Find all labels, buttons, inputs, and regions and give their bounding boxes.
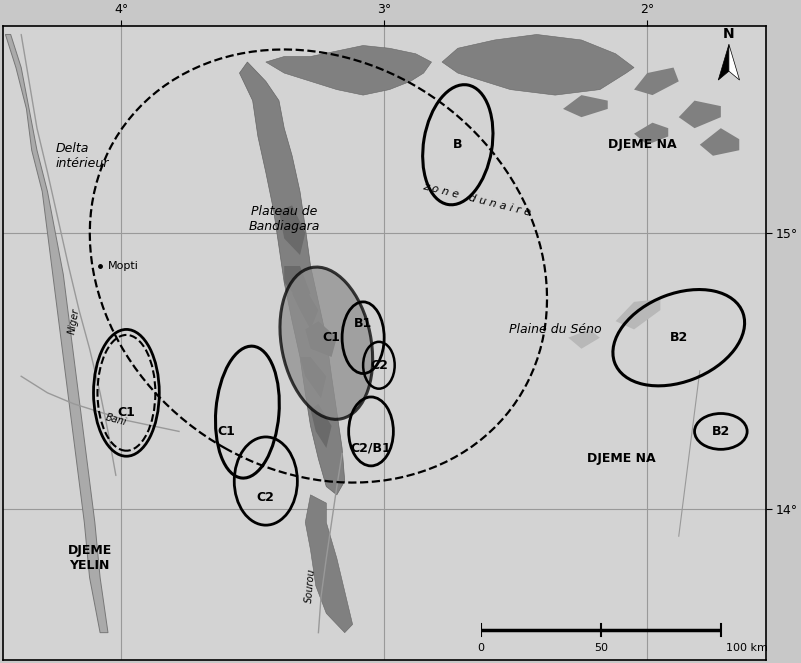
Polygon shape (6, 34, 108, 633)
Polygon shape (284, 266, 311, 302)
Text: 0: 0 (477, 643, 484, 654)
Text: C2: C2 (370, 359, 388, 372)
Text: C2: C2 (257, 491, 275, 504)
Polygon shape (311, 404, 332, 448)
Polygon shape (300, 357, 326, 398)
Polygon shape (305, 321, 337, 357)
Text: B2: B2 (712, 425, 730, 438)
Text: Mopti: Mopti (108, 261, 139, 271)
Text: Sourou: Sourou (304, 568, 317, 603)
Polygon shape (563, 95, 608, 117)
Ellipse shape (280, 267, 372, 419)
Polygon shape (729, 44, 739, 80)
Polygon shape (279, 206, 305, 255)
Polygon shape (678, 101, 721, 128)
Text: Plateau de
Bandiagara: Plateau de Bandiagara (248, 205, 320, 233)
Text: 50: 50 (594, 643, 608, 654)
Polygon shape (568, 330, 600, 349)
Polygon shape (239, 62, 344, 495)
Text: C1: C1 (118, 406, 135, 418)
Text: DJEME NA: DJEME NA (608, 138, 676, 151)
Polygon shape (634, 123, 668, 145)
Polygon shape (634, 68, 678, 95)
Polygon shape (305, 495, 352, 633)
Polygon shape (442, 34, 634, 95)
Text: B: B (453, 138, 462, 151)
Text: N: N (723, 27, 735, 41)
Text: Niger: Niger (66, 308, 81, 335)
Text: Bani: Bani (104, 413, 127, 428)
Text: z o n e   d u n a i r e: z o n e d u n a i r e (421, 182, 531, 218)
Text: Delta
intérieur: Delta intérieur (55, 142, 109, 170)
Text: DJEME NA: DJEME NA (586, 452, 655, 465)
Polygon shape (266, 46, 432, 95)
Text: B2: B2 (670, 332, 688, 344)
Polygon shape (292, 288, 319, 330)
Polygon shape (700, 128, 739, 156)
Text: Plaine du Séno: Plaine du Séno (509, 323, 602, 336)
Text: B1: B1 (354, 318, 372, 330)
Text: C1: C1 (217, 425, 235, 438)
Text: DJEME
YELIN: DJEME YELIN (67, 544, 111, 572)
Text: C2/B1: C2/B1 (351, 442, 392, 454)
Text: 100 km: 100 km (726, 643, 767, 654)
Text: C1: C1 (323, 332, 340, 344)
Polygon shape (616, 299, 660, 330)
Polygon shape (718, 44, 729, 80)
